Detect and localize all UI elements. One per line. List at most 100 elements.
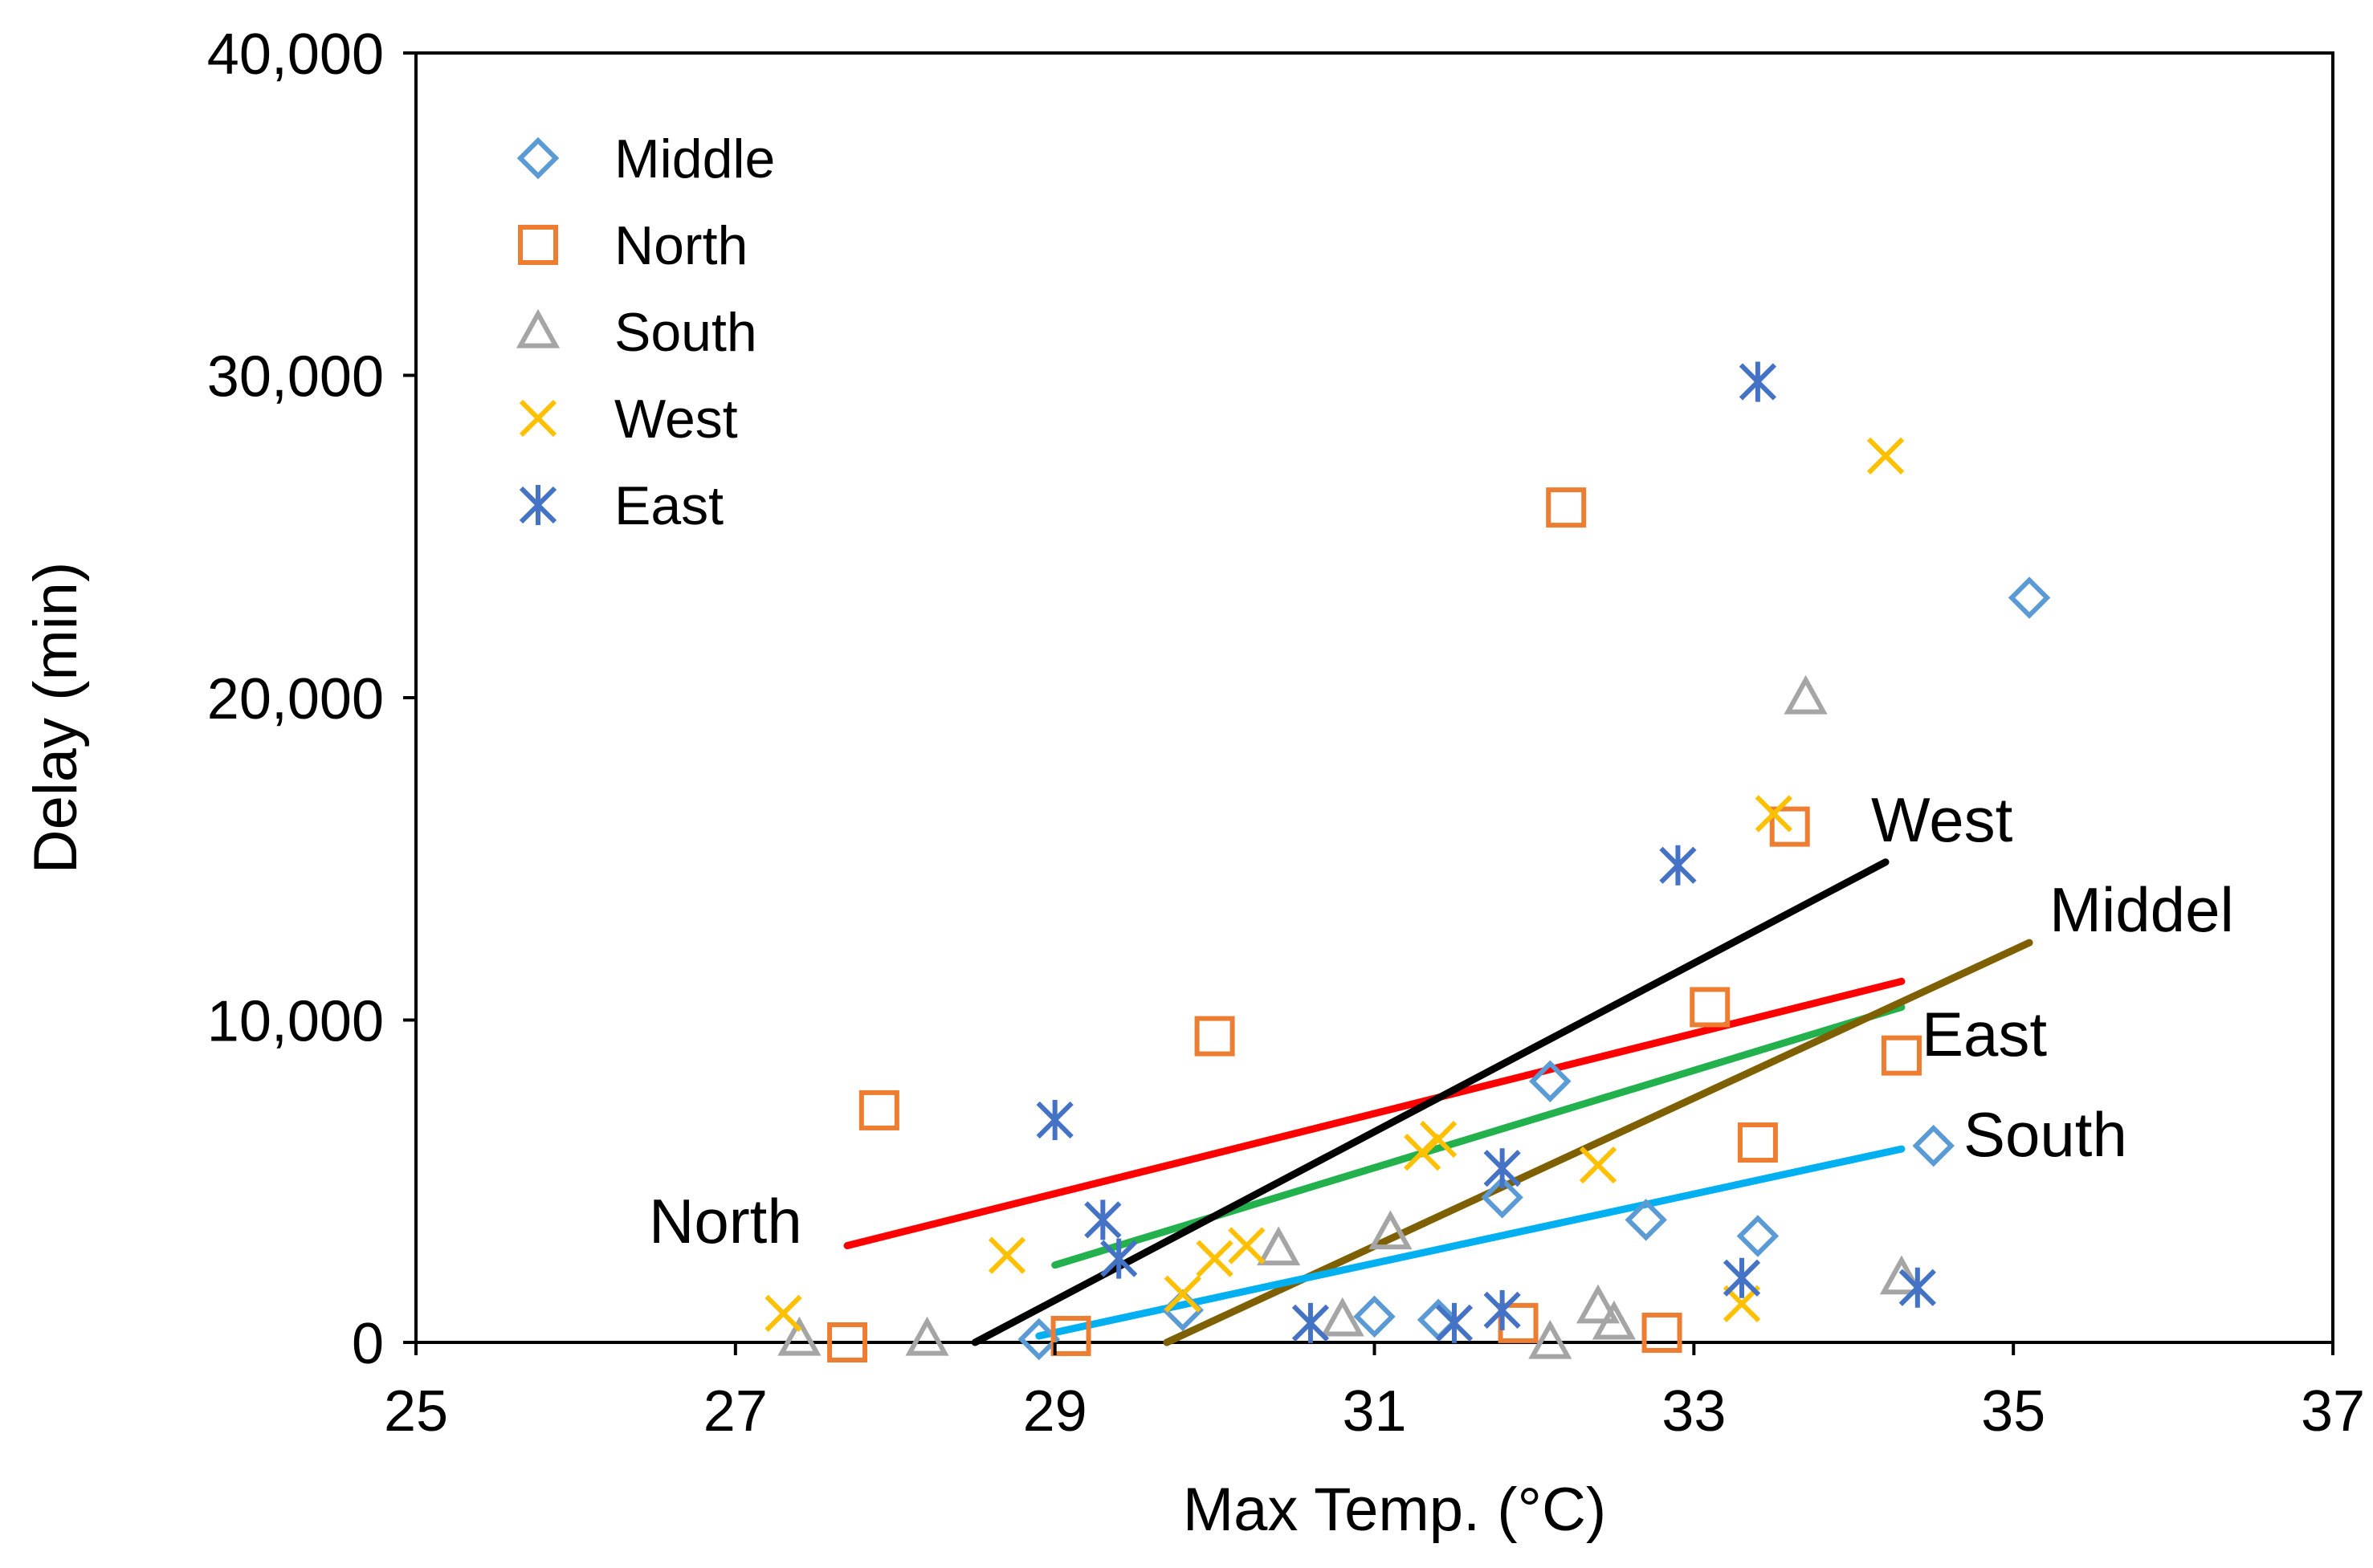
legend-marker-south [516,308,561,348]
point-middle [1529,1060,1572,1103]
x-tick-label: 25 [384,1379,448,1444]
point-south [1879,1255,1924,1295]
x-marker-stroke [764,1294,802,1332]
diamond-marker [1353,1295,1396,1338]
diamond-marker [1912,1124,1955,1167]
triangle-marker [1879,1255,1924,1295]
point-middle [1625,1199,1667,1241]
point-north [1546,487,1587,528]
legend-label-south: South [614,302,757,363]
legend-marker-north [518,225,558,265]
diamond-marker [1481,1176,1523,1219]
point-east [1483,1148,1521,1189]
square-marker [1641,1312,1682,1353]
diamond-marker [1529,1060,1572,1103]
square-marker [1690,987,1731,1028]
x-tick-label: 27 [703,1379,768,1444]
x-marker-stroke [1196,1240,1233,1277]
trendline-label-east: East [1922,999,2047,1069]
x-marker-stroke [1164,1275,1201,1313]
x-marker-stroke [988,1236,1026,1274]
point-west [1866,437,1905,474]
point-north [858,1089,899,1130]
diamond-marker [1017,1318,1061,1361]
diamond-marker [2008,576,2051,619]
point-middle [1481,1176,1523,1219]
square-marker [1194,1016,1235,1057]
legend-marker-middle [516,136,560,180]
diamond-marker [516,136,560,180]
triangle-marker [1368,1210,1413,1250]
point-north [827,1322,868,1362]
square-marker [1769,806,1810,847]
y-tick-label: 10,000 [207,990,384,1054]
point-north [1641,1312,1682,1353]
triangle-marker [1257,1226,1301,1266]
x-marker-stroke [1579,1146,1617,1184]
legend: Middle North South West East [516,128,775,536]
legend-label-middle: Middle [614,128,775,189]
point-north [1769,806,1810,847]
triangle-marker [516,308,561,348]
point-west [1579,1146,1617,1184]
trendline-label-west: West [1871,784,2013,855]
x-marker-stroke [1866,437,1905,474]
point-south [777,1316,822,1356]
point-east [1659,845,1697,886]
trendline-label-south: South [1963,1099,2127,1170]
trendline-label-middle: Middel [2049,874,2234,945]
x-tick-label: 33 [1662,1379,1726,1444]
point-south [1320,1297,1364,1337]
triangle-marker [905,1316,949,1356]
square-marker [518,225,558,265]
trendline-north [843,977,1906,1250]
point-east [1723,1257,1761,1298]
point-west [1419,1120,1458,1159]
triangle-marker [777,1316,822,1356]
point-west [764,1294,802,1332]
point-middle [1912,1124,1955,1167]
diamond-marker [1736,1215,1780,1257]
trendline-south [1035,1145,1906,1340]
x-marker-stroke [519,399,557,438]
point-east [1739,361,1777,402]
point-south [1368,1210,1413,1250]
y-tick-label: 20,000 [207,667,384,731]
point-north [1690,987,1731,1028]
point-east [1084,1199,1122,1240]
x-axis-title: Max Temp. (°C) [1183,1476,1606,1544]
point-west [1228,1227,1266,1265]
x-tick-label: 31 [1342,1379,1406,1444]
y-axis-title: Delay (min) [22,562,90,874]
point-north [1737,1122,1778,1163]
y-tick-label: 40,000 [207,22,384,87]
point-east [1100,1238,1138,1279]
series-west [764,437,1905,1332]
point-south [905,1316,949,1356]
x-tick-label: 35 [1981,1379,2045,1444]
point-north [1050,1315,1091,1356]
x-marker-stroke [1755,795,1792,833]
point-east [1435,1302,1474,1343]
square-marker [1546,487,1587,528]
square-marker [1737,1122,1778,1163]
trendline-west [971,858,1890,1346]
data-points [764,361,2051,1362]
square-marker [827,1322,868,1362]
legend-label-west: West [614,389,738,450]
legend-marker-east [519,485,557,525]
point-south [1784,674,1828,715]
triangle-marker [1784,674,1828,715]
point-west [988,1236,1026,1274]
series-east [1036,361,1936,1343]
point-middle [2008,576,2051,619]
y-tick-label: 0 [352,1312,384,1376]
point-south [1576,1284,1621,1324]
point-south [1528,1319,1572,1359]
axes: 25 27 29 31 33 35 37 0 10,000 20,000 30,000 40,000 [207,22,2365,1444]
x-tick-label: 37 [2301,1379,2365,1444]
point-east [1483,1289,1521,1330]
point-east [1291,1302,1330,1343]
point-east [1898,1267,1936,1308]
square-marker [1050,1315,1091,1356]
